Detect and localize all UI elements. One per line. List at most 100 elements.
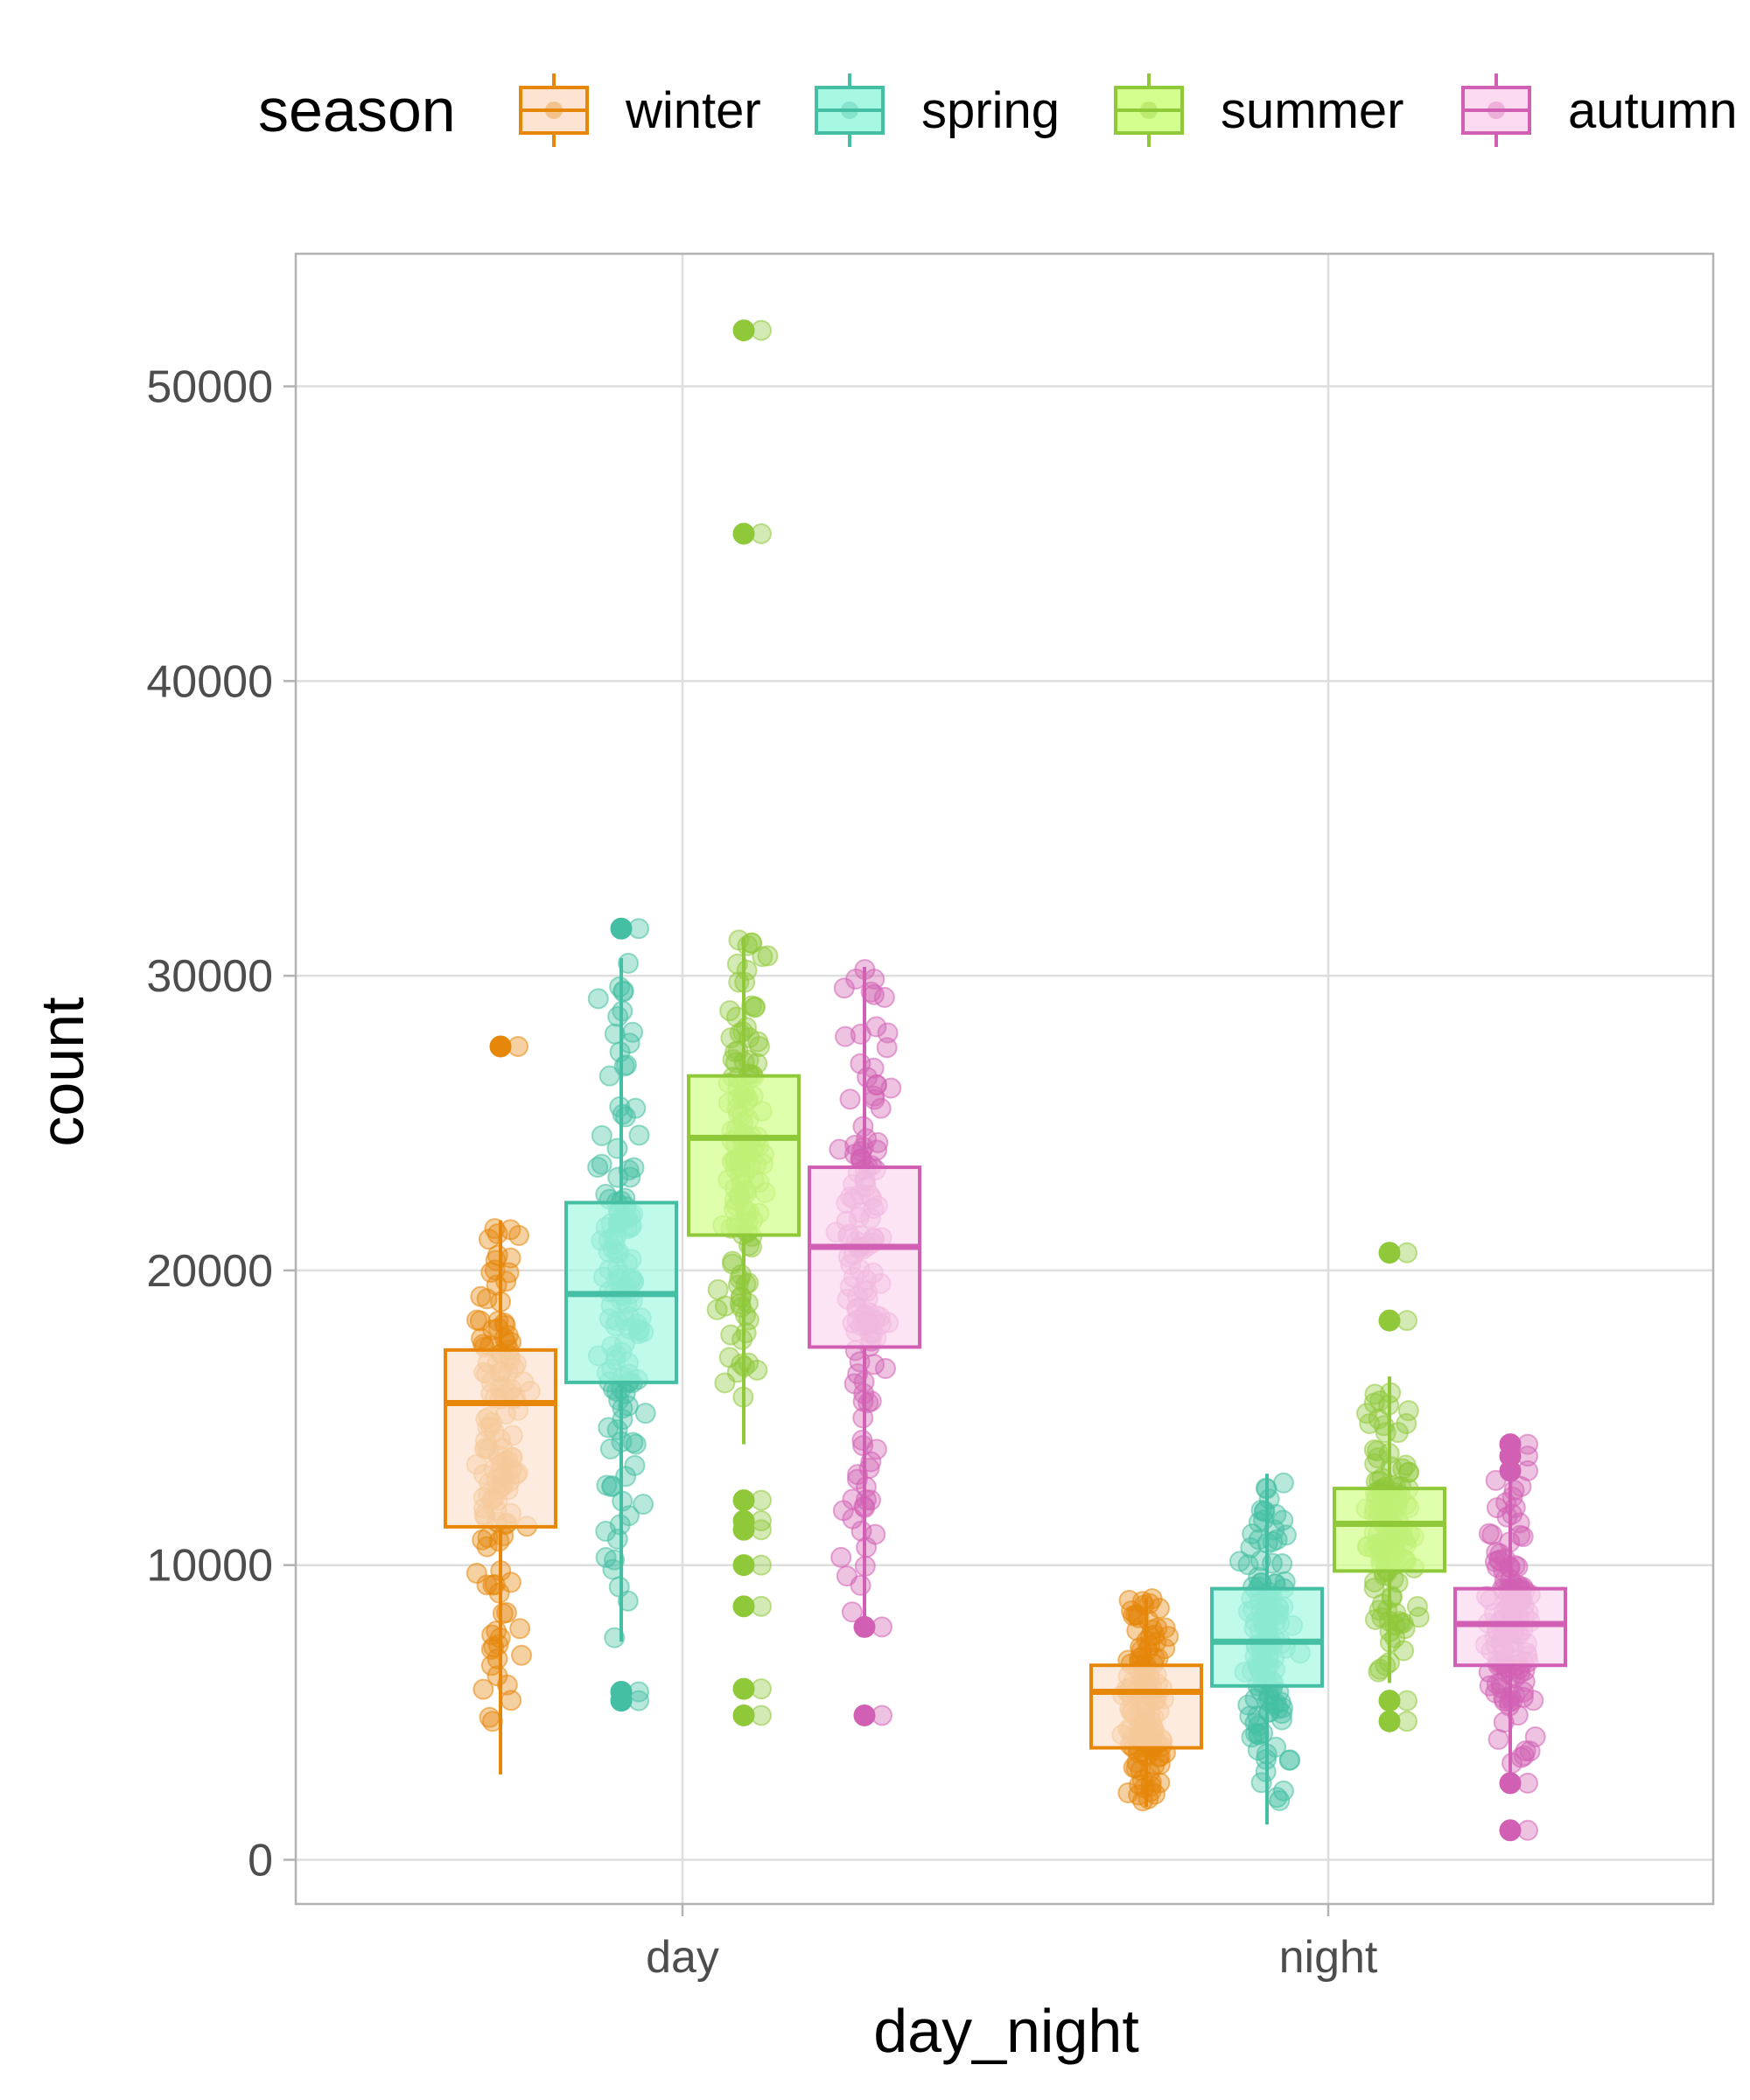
box-iqr bbox=[1333, 1487, 1446, 1573]
jitter-point bbox=[865, 1438, 887, 1460]
jitter-point bbox=[1278, 1749, 1300, 1771]
outlier-point bbox=[853, 1704, 876, 1726]
jitter-point bbox=[1364, 1383, 1386, 1405]
jitter-point bbox=[607, 1005, 629, 1027]
box-summer-day bbox=[687, 319, 801, 1726]
jitter-point bbox=[604, 1627, 626, 1648]
jitter-point bbox=[606, 1529, 628, 1550]
jitter-point bbox=[877, 1022, 899, 1044]
jitter-point bbox=[845, 968, 867, 990]
jitter-point bbox=[1139, 1761, 1161, 1783]
y-axis: 0 10000 20000 30000 40000 50000 bbox=[146, 362, 296, 1886]
jitter-point bbox=[722, 1250, 744, 1272]
jitter-point bbox=[1364, 1452, 1386, 1474]
jitter-point bbox=[847, 1464, 869, 1486]
jitter-point bbox=[880, 1077, 902, 1099]
jitter-point bbox=[472, 1678, 494, 1700]
jitter-point bbox=[864, 969, 886, 990]
outlier-point bbox=[732, 522, 755, 545]
jitter-point bbox=[835, 1026, 857, 1047]
jitter-point bbox=[595, 1547, 617, 1569]
box-iqr bbox=[1089, 1663, 1203, 1750]
jitter-point bbox=[1269, 1789, 1291, 1811]
gridlines bbox=[296, 254, 1713, 1904]
jitter-point bbox=[493, 1525, 514, 1547]
plot-border bbox=[294, 252, 1715, 1906]
outlier-point bbox=[489, 1035, 512, 1058]
jitter-point bbox=[866, 1139, 888, 1161]
jitter-point bbox=[714, 1295, 736, 1317]
outlier-point bbox=[610, 1681, 633, 1704]
box-winter-night bbox=[1089, 1597, 1203, 1807]
jitter-point bbox=[735, 1322, 757, 1344]
jitter-point bbox=[1503, 1480, 1525, 1502]
jitter-point bbox=[1397, 1400, 1419, 1422]
outlier-point bbox=[610, 917, 633, 940]
jitter-point bbox=[1478, 1522, 1500, 1544]
plot-area bbox=[294, 252, 1715, 1906]
jitter-point bbox=[470, 1285, 492, 1307]
legend-key-point bbox=[1140, 102, 1158, 119]
jitter-point bbox=[1486, 1497, 1508, 1519]
jitter-point bbox=[736, 959, 758, 981]
legend-key-point bbox=[1488, 102, 1505, 119]
jitter-point bbox=[1396, 1413, 1418, 1435]
jitter-point bbox=[466, 1309, 487, 1331]
jitter-point bbox=[478, 1228, 500, 1250]
jitter-point bbox=[633, 1494, 654, 1516]
jitter-point bbox=[617, 1395, 639, 1417]
jitter-point bbox=[622, 1432, 644, 1453]
jitter-point bbox=[876, 1037, 898, 1059]
jitter-point bbox=[873, 986, 895, 1008]
box-iqr bbox=[1210, 1586, 1324, 1688]
x-axis-title: day_night bbox=[873, 1997, 1139, 2065]
jitter-point bbox=[863, 1085, 885, 1107]
x-axis: day night bbox=[646, 1904, 1378, 1983]
jitter-point bbox=[601, 1476, 623, 1498]
jitter-point bbox=[1524, 1726, 1546, 1748]
jitter-point bbox=[725, 1006, 747, 1028]
outlier-point bbox=[853, 1615, 876, 1638]
boxes bbox=[444, 319, 1567, 1842]
y-tick-label: 20000 bbox=[146, 1246, 273, 1297]
outlier-point bbox=[732, 1677, 755, 1700]
legend-label: autumn bbox=[1568, 82, 1737, 139]
jitter-point bbox=[846, 1468, 868, 1490]
jitter-point bbox=[1488, 1728, 1509, 1750]
outlier-point bbox=[732, 1518, 755, 1541]
jitter-point bbox=[625, 1097, 647, 1119]
box-winter-day bbox=[444, 1035, 557, 1774]
jitter-point bbox=[832, 1500, 854, 1522]
jitter-point bbox=[856, 1536, 878, 1558]
jitter-point bbox=[485, 1250, 507, 1271]
legend-label: spring bbox=[921, 82, 1060, 139]
box-iqr bbox=[444, 1348, 557, 1529]
y-tick-label: 40000 bbox=[146, 656, 273, 707]
jitter-point bbox=[487, 1634, 509, 1656]
legend-item-autumn: autumn bbox=[1461, 74, 1737, 147]
jitter-point bbox=[728, 929, 750, 951]
jitter-point bbox=[591, 1124, 612, 1146]
legend-label: summer bbox=[1221, 82, 1404, 139]
jitter-point bbox=[599, 1438, 621, 1460]
jitter-point bbox=[829, 1138, 850, 1160]
jitter-point bbox=[850, 1520, 872, 1542]
jitter-point bbox=[1513, 1745, 1535, 1767]
jitter-point bbox=[860, 981, 882, 1003]
legend-item-winter: winter bbox=[519, 74, 761, 147]
outlier-point bbox=[732, 1554, 755, 1577]
legend-key-point bbox=[545, 102, 563, 119]
jitter-point bbox=[496, 1674, 518, 1696]
jitter-point bbox=[865, 1016, 887, 1038]
jitter-point bbox=[509, 1618, 531, 1640]
outlier-point bbox=[1499, 1772, 1522, 1795]
jitter-point bbox=[1117, 1782, 1139, 1803]
legend-title: season bbox=[258, 76, 456, 144]
box-spring-night bbox=[1210, 1474, 1324, 1825]
legend-label: winter bbox=[625, 82, 761, 139]
jitter-point bbox=[729, 1268, 751, 1290]
jitter-point bbox=[875, 1357, 897, 1379]
outlier-point bbox=[732, 1704, 755, 1726]
y-tick-label: 10000 bbox=[146, 1541, 273, 1592]
